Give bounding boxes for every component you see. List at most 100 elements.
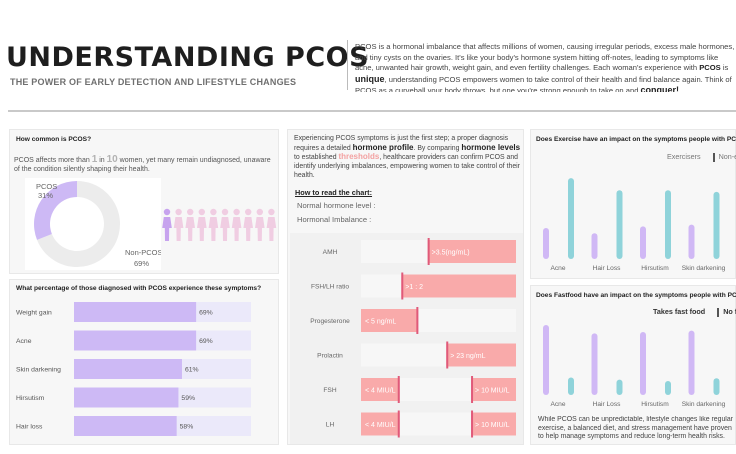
how-to-read-title: How to read the chart:	[295, 188, 373, 197]
hormone-threshold-marker	[397, 376, 400, 403]
category-label: Skin darkening	[682, 265, 726, 272]
hormone-threshold-label: > 10 MIU/L	[475, 387, 510, 394]
hormone-label: FSH	[323, 387, 336, 394]
pie-slice-non-pcos[interactable]	[37, 181, 120, 267]
pie-slice-pcos[interactable]	[34, 181, 77, 240]
person-icon	[185, 208, 195, 241]
bar-series-a[interactable]	[591, 233, 598, 259]
hormone-threshold-marker	[397, 410, 400, 438]
hormone-imbalance-range[interactable]	[471, 378, 516, 401]
bar-series-a[interactable]	[543, 228, 549, 259]
bar-series-b[interactable]	[665, 190, 671, 259]
bar-series-b[interactable]	[568, 178, 574, 259]
symptoms-card: What percentage of those diagnosed with …	[9, 279, 279, 445]
hormone-threshold-marker	[427, 238, 430, 265]
people-pictogram	[162, 208, 277, 241]
hormone-label: Progesterone	[310, 318, 350, 325]
person-icon	[243, 208, 253, 241]
lifestyle-description: While PCOS can be unpredictable, lifesty…	[538, 416, 733, 441]
hormone-label: LH	[326, 422, 335, 429]
person-icon	[208, 208, 219, 241]
hormone-chart-panel: AMH >3.5(ng/mL) FSH/LH ratio >1 : 2 Progeste…	[290, 233, 523, 444]
person-icon	[197, 208, 207, 241]
symptom-value-label: 59%	[181, 395, 195, 402]
hormone-imbalance-range[interactable]	[361, 309, 419, 332]
category-label: Hair Loss	[593, 265, 622, 272]
fastfood-bar-chart: Acne Hair Loss Hirsutism Skin darkening	[543, 325, 726, 408]
bar-series-a[interactable]	[543, 325, 549, 395]
hormone-imbalance-range[interactable]	[446, 343, 516, 367]
bar-series-a[interactable]	[688, 330, 695, 395]
symptom-label: Hirsutism	[16, 395, 45, 402]
exercise-legend: Exercisers Non-exercisers	[667, 152, 736, 162]
person-icon	[266, 208, 277, 241]
symptom-bar[interactable]	[74, 387, 179, 408]
prevalence-card: How common is PCOS? PCOS affects more th…	[9, 129, 279, 274]
prevalence-description: PCOS affects more than 1 in 10 women, ye…	[14, 154, 271, 174]
bar-series-b[interactable]	[616, 379, 623, 395]
hormone-threshold-label: > 10 MIU/L	[475, 422, 510, 429]
bar-series-b[interactable]	[713, 378, 720, 395]
hormone-imbalance-range[interactable]	[427, 240, 516, 263]
category-label: Hirsutism	[641, 401, 669, 408]
symptom-label: Skin darkening	[16, 367, 61, 374]
hormone-label: AMH	[323, 249, 338, 256]
hormone-threshold-label: < 4 MIU/L	[365, 387, 396, 394]
hormone-label: Prolactin	[317, 353, 343, 360]
bar-series-b[interactable]	[568, 377, 574, 396]
symptom-label: Weight gain	[16, 310, 52, 317]
page-title: UNDERSTANDING PCOS	[6, 42, 370, 73]
person-icon	[231, 208, 242, 241]
prevalence-donut-chart: PCOS 31% Non-PCOS 69%	[34, 181, 163, 268]
bar-series-b[interactable]	[713, 191, 720, 259]
prevalence-title: How common is PCOS?	[16, 136, 92, 143]
hormone-imbalance-range[interactable]	[471, 412, 516, 436]
prevalence-donut-panel: PCOS 31% Non-PCOS 69%	[25, 178, 163, 270]
normal-level-legend: Normal hormone level :	[297, 201, 376, 210]
legend-no-fast-food: No fast food	[723, 307, 736, 316]
hormone-threshold-marker	[416, 307, 419, 334]
non-pcos-label: Non-PCOS	[125, 248, 161, 257]
symptom-bar[interactable]	[74, 359, 182, 379]
category-label: Acne	[550, 401, 565, 408]
symptom-bar[interactable]	[74, 330, 197, 351]
category-label: Hirsutism	[641, 265, 669, 272]
bar-series-b[interactable]	[665, 381, 671, 395]
hormone-imbalance-range[interactable]	[361, 378, 400, 401]
hormone-threshold-marker	[471, 410, 474, 438]
symptom-label: Acne	[16, 338, 32, 345]
hormone-threshold-marker	[471, 376, 474, 403]
hormone-threshold-label: >3.5(ng/mL)	[432, 249, 470, 256]
symptom-value-label: 69%	[199, 310, 213, 317]
intro-text: PCOS is a hormonal imbalance that affect…	[355, 42, 735, 92]
pcos-label: PCOS	[36, 182, 57, 191]
person-icon	[220, 208, 230, 241]
page-subtitle: THE POWER OF EARLY DETECTION AND LIFESTY…	[10, 77, 297, 87]
legend-takes-fast-food: Takes fast food	[653, 307, 706, 316]
bar-series-a[interactable]	[591, 333, 598, 395]
hormone-threshold-label: > 23 ng/mL	[450, 353, 485, 360]
symptom-value-label: 61%	[185, 367, 199, 374]
hormone-threshold-chart: AMH >3.5(ng/mL) FSH/LH ratio >1 : 2 Progeste…	[310, 238, 516, 438]
symptoms-bar-chart: Weight gain 69% Acne 69% Skin darkening 61% Hi…	[16, 302, 251, 436]
hormone-imbalance-range[interactable]	[401, 274, 516, 298]
symptom-bar[interactable]	[74, 416, 177, 436]
bar-series-a[interactable]	[640, 332, 646, 395]
person-icon	[173, 208, 184, 241]
symptom-bar[interactable]	[74, 302, 197, 322]
hormone-threshold-marker	[446, 341, 449, 369]
bar-series-a[interactable]	[640, 226, 646, 259]
header-divider	[347, 40, 348, 90]
exercise-card: Does Exercise have an impact on the symp…	[530, 129, 736, 279]
category-label: Hair Loss	[593, 401, 622, 408]
fastfood-card: Does Fastfood have an impact on the symp…	[530, 285, 736, 445]
legend-separator	[712, 152, 715, 162]
exercise-title: Does Exercise have an impact on the symp…	[536, 136, 736, 143]
legend-separator	[717, 307, 720, 317]
bar-series-b[interactable]	[616, 190, 623, 259]
bar-series-a[interactable]	[688, 224, 695, 259]
person-icon	[255, 208, 265, 241]
pcos-percent: 31%	[38, 191, 53, 200]
hormone-imbalance-range[interactable]	[361, 412, 400, 436]
diagnosis-description: Experiencing PCOS symptoms is just the f…	[294, 135, 521, 179]
